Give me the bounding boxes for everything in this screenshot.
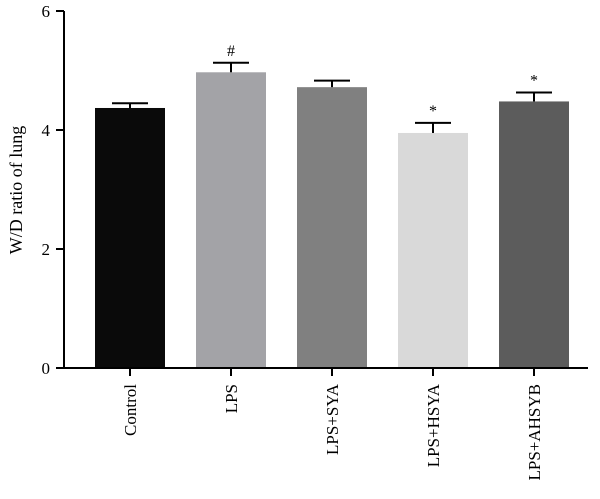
y-tick-label-2: 2 [42,240,51,259]
bar-lps-hsya [398,132,468,368]
error-bars [112,61,552,133]
y-axis: 0 2 4 6 [42,2,65,378]
y-tick-label-4: 4 [42,121,51,140]
significance-markers: # * * [227,43,538,120]
bar-lps-sya [297,87,367,368]
significance-lps-hsya: * [429,103,437,120]
significance-lps-ahsyb: * [530,73,538,90]
x-tick-label-lps-sya: LPS+SYA [323,383,342,455]
y-tick-label-6: 6 [42,2,51,21]
x-tick-label-lps-hsya: LPS+HSYA [424,383,443,467]
bar-control [95,107,165,369]
y-tick-label-0: 0 [42,359,51,378]
x-axis: Control LPS LPS+SYA LPS+HSYA LPS+AHSYB [64,367,588,481]
x-tick-label-lps-ahsyb: LPS+AHSYB [525,384,544,481]
x-tick-label-lps: LPS [222,384,241,413]
x-tick-label-control: Control [121,384,140,436]
y-axis-title: W/D ratio of lung [6,126,26,254]
significance-lps: # [227,43,235,60]
bar-lps [196,72,266,368]
bar-lps-ahsyb [499,101,569,368]
bars [95,72,569,369]
